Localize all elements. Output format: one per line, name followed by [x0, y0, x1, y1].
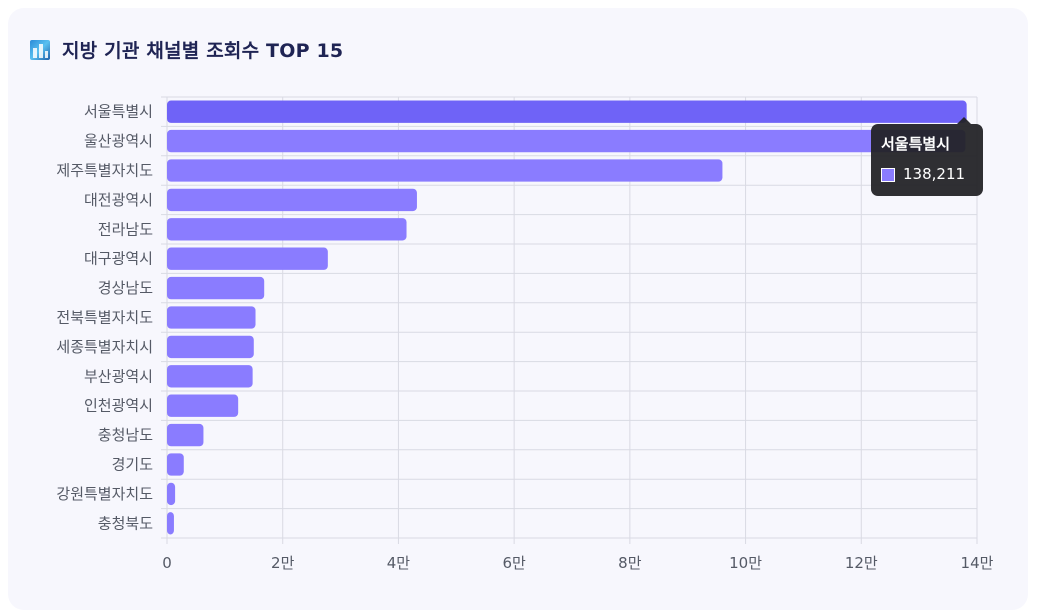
- bar-chart-icon: [30, 39, 50, 60]
- x-tick-label: 2만: [271, 554, 295, 572]
- tooltip-caret: [957, 117, 971, 124]
- bar: [167, 129, 966, 153]
- bar: [167, 335, 254, 359]
- category-label: 서울특별시: [84, 103, 153, 121]
- bar: [167, 365, 253, 388]
- bar: [167, 100, 967, 123]
- bar: [167, 218, 407, 241]
- category-label: 전라남도: [98, 220, 153, 238]
- category-label: 경상남도: [98, 279, 153, 297]
- category-label: 제주특별자치도: [56, 162, 153, 180]
- bar: [167, 247, 328, 270]
- x-tick-label: 8만: [618, 554, 642, 572]
- bar: [167, 482, 176, 506]
- x-tick-label: 4만: [387, 554, 411, 572]
- bar: [167, 276, 265, 300]
- bar: [167, 188, 417, 212]
- x-tick-label: 10만: [729, 554, 762, 572]
- x-tick-label: 12만: [845, 554, 878, 572]
- bar: [167, 394, 239, 417]
- category-label: 부산광역시: [84, 367, 153, 385]
- category-label: 세종특별자치시: [56, 338, 153, 356]
- bar: [167, 306, 256, 329]
- tooltip-value: 138,211: [903, 165, 966, 183]
- category-label: 강원특별자치도: [56, 485, 153, 503]
- chart-title: 지방 기관 채널별 조회수 TOP 15: [62, 40, 344, 62]
- tooltip-swatch: [881, 168, 895, 182]
- category-label: 인천광역시: [84, 397, 153, 415]
- bar: [167, 512, 174, 535]
- category-label: 경기도: [112, 456, 154, 474]
- x-tick-label: 6만: [502, 554, 526, 572]
- x-tick-label: 14만: [961, 554, 994, 572]
- bar: [167, 159, 723, 182]
- bar: [167, 423, 204, 447]
- chart-header: 지방 기관 채널별 조회수 TOP 15: [30, 36, 343, 63]
- category-label: 충청북도: [98, 514, 153, 532]
- category-label: 대전광역시: [84, 191, 153, 209]
- category-label: 대구광역시: [84, 250, 153, 268]
- category-label: 전북특별자치도: [56, 309, 153, 327]
- x-tick-label: 0: [162, 554, 172, 572]
- bar: [167, 453, 184, 476]
- category-label: 충청남도: [98, 426, 153, 444]
- chart-tooltip: 서울특별시 138,211: [871, 117, 983, 196]
- tooltip-label: 서울특별시: [881, 135, 951, 153]
- category-label: 울산광역시: [84, 132, 153, 150]
